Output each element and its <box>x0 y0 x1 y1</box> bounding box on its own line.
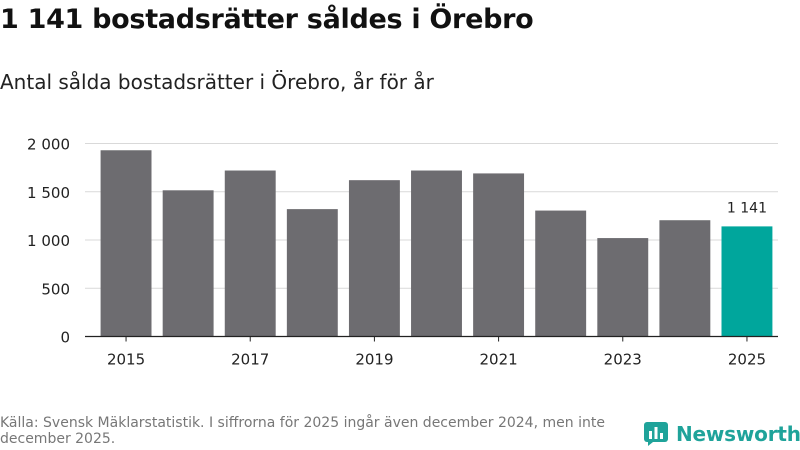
data-label: 1 141 <box>727 200 767 216</box>
labels: 0 500 1 000 1 500 2 000 2015 2017 2019 2021 2023 2… <box>27 136 767 369</box>
bar <box>100 150 152 337</box>
chart-subtitle: Antal sålda bostadsrätter i Örebro, år f… <box>0 70 434 94</box>
x-tick-label: 2021 <box>479 351 517 369</box>
y-tick-label: 500 <box>41 280 70 298</box>
bar <box>411 170 462 337</box>
bar <box>348 180 400 337</box>
axes <box>85 335 778 342</box>
newsworthy-logo: Newsworthy <box>644 420 800 448</box>
bar <box>721 226 773 337</box>
bar <box>162 190 214 337</box>
bar <box>597 238 649 337</box>
x-tick-label: 2023 <box>604 351 642 369</box>
y-tick-label: 0 <box>60 329 70 347</box>
y-tick-label: 1 500 <box>27 184 70 202</box>
y-tick-label: 1 000 <box>27 232 70 250</box>
bar-chart: 0 500 1 000 1 500 2 000 2015 2017 2019 2021 2023 2… <box>27 136 778 369</box>
x-tick-label: 2025 <box>728 351 766 369</box>
x-tick-label: 2019 <box>355 351 393 369</box>
source-note: Källa: Svensk Mäklarstatistik. I siffror… <box>0 415 605 447</box>
bars <box>100 150 773 337</box>
brand-name: Newsworthy <box>676 422 800 446</box>
x-tick-label: 2017 <box>231 351 269 369</box>
y-tick-label: 2 000 <box>27 136 70 154</box>
bar <box>286 209 338 337</box>
bar <box>224 170 276 337</box>
x-tick-label: 2015 <box>107 351 145 369</box>
bar-chart-logo-icon <box>644 422 668 446</box>
bar <box>659 220 711 337</box>
bar <box>535 210 587 337</box>
bar <box>473 173 525 337</box>
chart-title: 1 141 bostadsrätter såldes i Örebro <box>0 4 534 35</box>
